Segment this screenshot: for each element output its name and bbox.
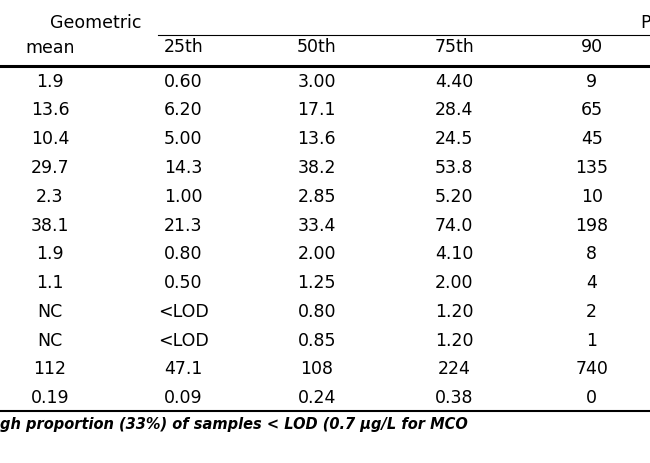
Text: 75th: 75th: [434, 38, 474, 56]
Text: <LOD: <LOD: [158, 331, 209, 349]
Text: 6.20: 6.20: [164, 101, 203, 119]
Text: 17.1: 17.1: [298, 101, 336, 119]
Text: 38.2: 38.2: [298, 159, 336, 176]
Text: 112: 112: [34, 360, 66, 377]
Text: 8: 8: [586, 245, 597, 263]
Text: 0.80: 0.80: [164, 245, 203, 263]
Text: 0: 0: [586, 388, 597, 406]
Text: 0.50: 0.50: [164, 274, 203, 291]
Text: 33.4: 33.4: [298, 216, 336, 234]
Text: 13.6: 13.6: [31, 101, 70, 119]
Text: 0.38: 0.38: [435, 388, 473, 406]
Text: 1.1: 1.1: [36, 274, 64, 291]
Text: 24.5: 24.5: [435, 130, 473, 148]
Text: 4.40: 4.40: [435, 73, 473, 90]
Text: 13.6: 13.6: [297, 130, 336, 148]
Text: 4.10: 4.10: [435, 245, 473, 263]
Text: 10: 10: [580, 188, 603, 205]
Text: 9: 9: [586, 73, 597, 90]
Text: <LOD: <LOD: [158, 302, 209, 320]
Text: 1.9: 1.9: [36, 73, 64, 90]
Text: 53.8: 53.8: [435, 159, 473, 176]
Text: 74.0: 74.0: [435, 216, 473, 234]
Text: 38.1: 38.1: [31, 216, 70, 234]
Text: 1.9: 1.9: [36, 245, 64, 263]
Text: 108: 108: [300, 360, 333, 377]
Text: 0.09: 0.09: [164, 388, 203, 406]
Text: 198: 198: [575, 216, 608, 234]
Text: 2: 2: [586, 302, 597, 320]
Text: 47.1: 47.1: [164, 360, 203, 377]
Text: 5.00: 5.00: [164, 130, 203, 148]
Text: 2.00: 2.00: [298, 245, 336, 263]
Text: 2.00: 2.00: [435, 274, 473, 291]
Text: 65: 65: [580, 101, 603, 119]
Text: 28.4: 28.4: [435, 101, 473, 119]
Text: 4: 4: [586, 274, 597, 291]
Text: 135: 135: [575, 159, 608, 176]
Text: NC: NC: [37, 302, 62, 320]
Text: 21.3: 21.3: [164, 216, 203, 234]
Text: 0.19: 0.19: [31, 388, 70, 406]
Text: 5.20: 5.20: [435, 188, 473, 205]
Text: 1: 1: [586, 331, 597, 349]
Text: 1.25: 1.25: [298, 274, 336, 291]
Text: 50th: 50th: [297, 38, 337, 56]
Text: Geometric: Geometric: [50, 14, 142, 32]
Text: 14.3: 14.3: [164, 159, 203, 176]
Text: 0.24: 0.24: [298, 388, 336, 406]
Text: mean: mean: [25, 39, 75, 57]
Text: 25th: 25th: [163, 38, 203, 56]
Text: 740: 740: [575, 360, 608, 377]
Text: 1.20: 1.20: [435, 302, 473, 320]
Text: Percentile: Percentile: [640, 14, 650, 32]
Text: 0.60: 0.60: [164, 73, 203, 90]
Text: 10.4: 10.4: [31, 130, 69, 148]
Text: 45: 45: [580, 130, 603, 148]
Text: 2.85: 2.85: [298, 188, 336, 205]
Text: 1.00: 1.00: [164, 188, 203, 205]
Text: 0.80: 0.80: [298, 302, 336, 320]
Text: 29.7: 29.7: [31, 159, 70, 176]
Text: gh proportion (33%) of samples < LOD (0.7 μg/L for MCO: gh proportion (33%) of samples < LOD (0.…: [0, 416, 468, 431]
Text: 0.85: 0.85: [298, 331, 336, 349]
Text: 3.00: 3.00: [298, 73, 336, 90]
Text: 1.20: 1.20: [435, 331, 473, 349]
Text: NC: NC: [37, 331, 62, 349]
Text: 90: 90: [580, 38, 603, 56]
Text: 2.3: 2.3: [36, 188, 64, 205]
Text: 224: 224: [437, 360, 471, 377]
